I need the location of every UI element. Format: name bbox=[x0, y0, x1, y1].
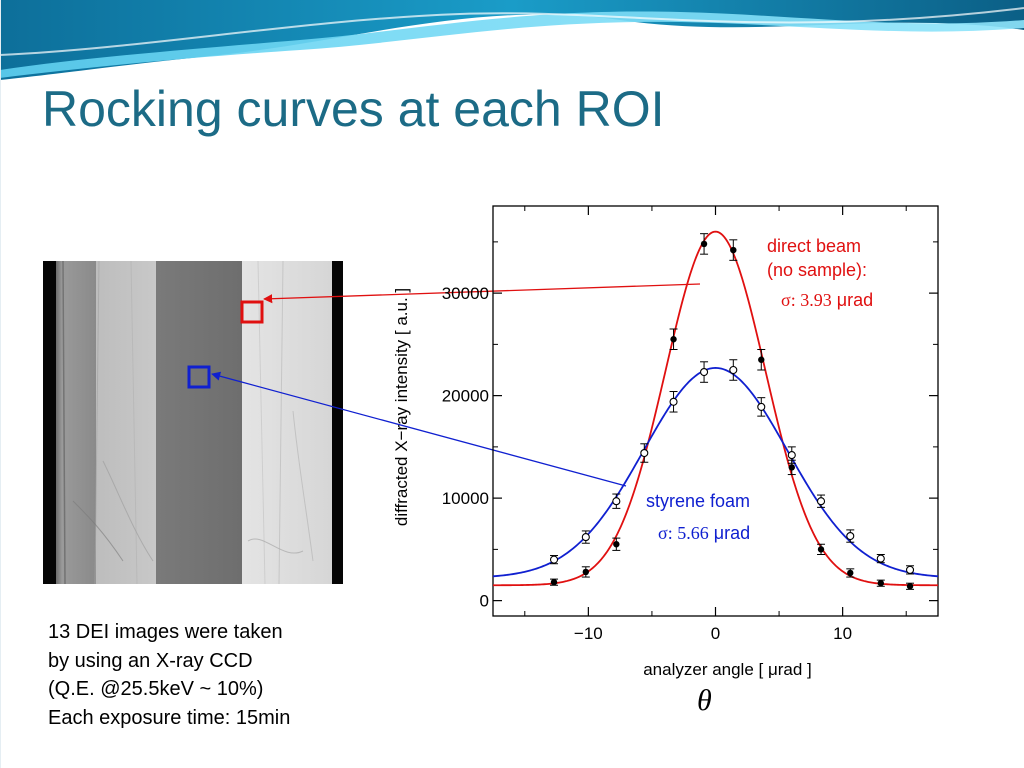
data-points bbox=[549, 233, 915, 590]
y-tick-label: 30000 bbox=[442, 284, 489, 303]
data-point-direct bbox=[817, 546, 825, 553]
y-tick-label: 10000 bbox=[442, 489, 489, 508]
x-tick-label: 0 bbox=[711, 624, 720, 643]
data-point-styrene bbox=[700, 368, 709, 377]
data-point-styrene bbox=[876, 554, 885, 563]
plot-border bbox=[492, 205, 939, 617]
data-point-direct bbox=[877, 580, 884, 587]
data-point-styrene bbox=[787, 451, 796, 460]
data-point-direct bbox=[582, 568, 590, 576]
rocking-curve-chart: 0 10000 20000 30000 −10 0 10 diffracted X−ray… bbox=[392, 205, 939, 679]
fit-curve-direct bbox=[493, 230, 938, 587]
data-point-direct bbox=[730, 246, 737, 254]
plot-frame bbox=[492, 205, 939, 617]
data-point-styrene bbox=[757, 402, 766, 411]
slide-title: Rocking curves at each ROI bbox=[42, 81, 665, 137]
x-tick-label: −10 bbox=[574, 624, 603, 643]
data-point-direct bbox=[788, 464, 795, 471]
theta-symbol: θ bbox=[697, 684, 712, 717]
data-point-styrene bbox=[640, 448, 649, 458]
data-point-styrene bbox=[549, 555, 559, 564]
fit-curve-styrene bbox=[492, 367, 939, 578]
annotation-direct-sigma: σ: 3.93 μrad bbox=[781, 290, 873, 310]
data-point-direct bbox=[613, 541, 620, 548]
caption-line: 13 DEI images were taken bbox=[48, 621, 283, 643]
annotation-direct-line2: (no sample): bbox=[767, 260, 867, 280]
data-point-styrene bbox=[581, 533, 590, 542]
y-axis-ticks: 0 10000 20000 30000 bbox=[442, 241, 938, 611]
annotation-direct-beam: direct beam (no sample): σ: 3.93 μrad bbox=[767, 236, 873, 310]
data-point-styrene bbox=[669, 397, 678, 406]
caption-line: (Q.E. @25.5keV ~ 10%) bbox=[48, 678, 264, 700]
annotation-styrene-sigma: σ: 5.66 μrad bbox=[658, 523, 750, 543]
annotation-styrene-line1: styrene foam bbox=[646, 491, 750, 511]
annotation-direct-line1: direct beam bbox=[767, 236, 861, 256]
data-point-direct bbox=[906, 583, 914, 590]
annotation-styrene-foam: styrene foam σ: 5.66 μrad bbox=[646, 491, 750, 543]
fit-curves bbox=[492, 230, 939, 587]
data-point-direct bbox=[700, 240, 708, 248]
data-point-styrene bbox=[729, 365, 738, 375]
y-tick-label: 0 bbox=[480, 592, 489, 611]
y-tick-label: 20000 bbox=[442, 387, 489, 406]
data-point-direct bbox=[847, 569, 854, 577]
header-wave-banner bbox=[0, 0, 1024, 80]
y-axis-label: diffracted X−ray intensity [ a.u. ] bbox=[392, 288, 411, 526]
data-point-styrene bbox=[905, 565, 915, 574]
data-point-styrene bbox=[816, 497, 826, 506]
caption: 13 DEI images were taken by using an X-r… bbox=[48, 618, 378, 732]
data-point-direct bbox=[550, 578, 558, 586]
x-tick-label: 10 bbox=[833, 624, 852, 643]
data-point-direct bbox=[670, 336, 677, 343]
data-point-styrene bbox=[846, 531, 855, 541]
x-axis-label: analyzer angle [ μrad ] bbox=[643, 660, 812, 679]
data-point-direct bbox=[758, 356, 765, 363]
caption-line: by using an X-ray CCD bbox=[48, 649, 253, 672]
x-axis-ticks: −10 0 10 bbox=[524, 206, 907, 643]
data-point-styrene bbox=[612, 497, 621, 506]
caption-line: Each exposure time: 15min bbox=[48, 706, 291, 729]
xray-ccd-image bbox=[43, 261, 343, 584]
